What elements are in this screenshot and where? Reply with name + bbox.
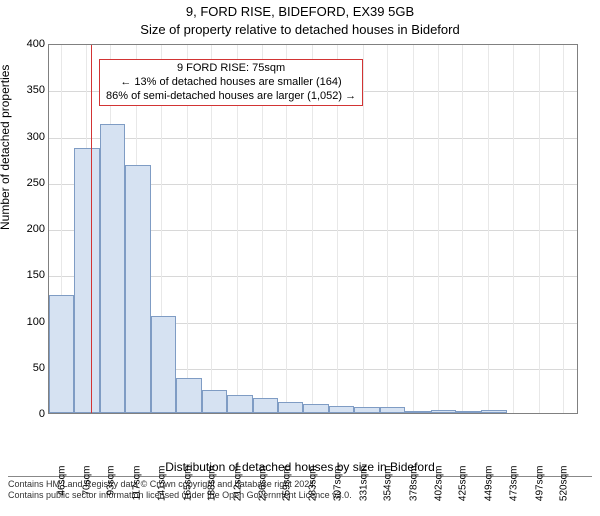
x-tick-label: 188sqm [207,466,218,516]
footer-line-1: Contains HM Land Registry data © Crown c… [8,479,592,489]
y-tick-label: 100 [5,316,45,328]
gridline-v [387,45,388,413]
y-tick-label: 0 [5,408,45,420]
annotation-box: 9 FORD RISE: 75sqm← 13% of detached hous… [99,59,363,106]
footer-line-2: Contains public sector information licen… [8,490,592,500]
property-marker-line [91,45,92,413]
histogram-bar [456,411,481,413]
y-tick-label: 250 [5,177,45,189]
x-tick-label: 354sqm [383,466,394,516]
x-tick-label: 283sqm [307,466,318,516]
x-tick-label: 425sqm [458,466,469,516]
histogram-bar [125,165,150,413]
x-tick-label: 402sqm [434,466,445,516]
x-tick-label: 378sqm [408,466,419,516]
x-tick-label: 449sqm [483,466,494,516]
x-tick-label: 259sqm [282,466,293,516]
histogram-bar [49,295,74,413]
gridline-v [413,45,414,413]
y-tick-label: 50 [5,362,45,374]
x-tick-label: 70sqm [82,466,93,516]
attribution-footer: Contains HM Land Registry data © Crown c… [8,476,592,500]
histogram-bar [253,398,278,413]
x-tick-label: 331sqm [358,466,369,516]
gridline-h [49,138,577,139]
histogram-plot-area: 9 FORD RISE: 75sqm← 13% of detached hous… [48,44,578,414]
histogram-bar [380,407,405,413]
histogram-bar [74,148,99,413]
histogram-bar [405,411,430,413]
x-tick-label: 520sqm [559,466,570,516]
histogram-bar [151,316,176,413]
y-tick-label: 150 [5,269,45,281]
x-tick-label: 307sqm [333,466,344,516]
gridline-v [539,45,540,413]
gridline-v [513,45,514,413]
gridline-v [438,45,439,413]
annotation-line-3: 86% of semi-detached houses are larger (… [106,90,356,104]
y-tick-label: 350 [5,84,45,96]
annotation-line-2: ← 13% of detached houses are smaller (16… [106,76,356,90]
histogram-bar [202,390,227,413]
histogram-bar [100,124,125,413]
histogram-bar [481,410,506,413]
x-tick-label: 497sqm [534,466,545,516]
histogram-bar [227,395,252,414]
x-tick-label: 236sqm [258,466,269,516]
histogram-bar [431,410,456,413]
gridline-v [462,45,463,413]
x-tick-label: 473sqm [509,466,520,516]
x-tick-label: 212sqm [232,466,243,516]
x-tick-label: 117sqm [131,466,142,516]
y-tick-label: 200 [5,223,45,235]
histogram-bar [278,402,303,413]
x-tick-label: 165sqm [182,466,193,516]
chart-title-description: Size of property relative to detached ho… [0,22,600,37]
y-tick-label: 400 [5,38,45,50]
x-tick-label: 93sqm [106,466,117,516]
histogram-bar [354,407,379,413]
gridline-v [488,45,489,413]
annotation-line-1: 9 FORD RISE: 75sqm [106,62,356,76]
histogram-bar [329,406,354,413]
histogram-bar [303,404,328,413]
histogram-bar [176,378,201,413]
chart-title-address: 9, FORD RISE, BIDEFORD, EX39 5GB [0,4,600,19]
gridline-v [563,45,564,413]
x-tick-label: 141sqm [157,466,168,516]
y-tick-label: 300 [5,131,45,143]
x-tick-label: 46sqm [56,466,67,516]
